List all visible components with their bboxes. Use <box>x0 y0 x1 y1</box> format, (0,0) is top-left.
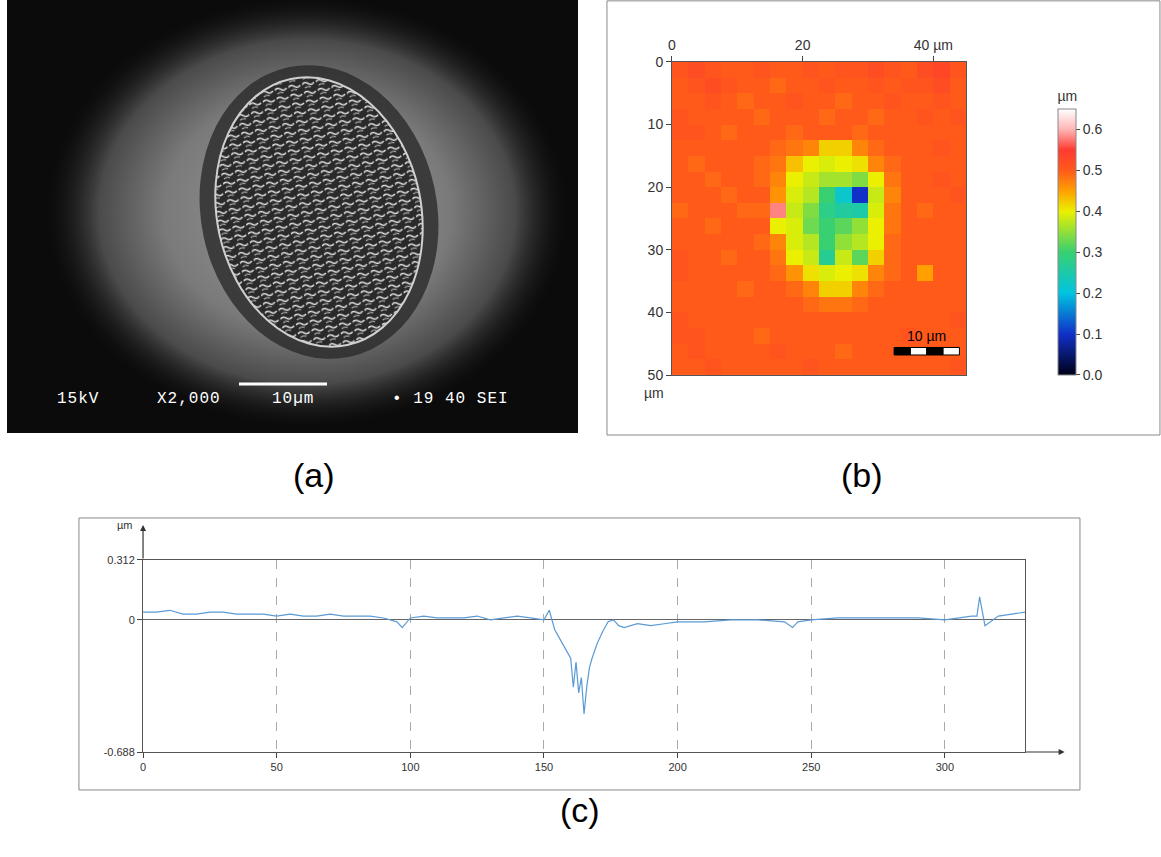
svg-text:0.0: 0.0 <box>1083 367 1103 383</box>
svg-text:µm: µm <box>117 519 133 531</box>
svg-text:50: 50 <box>271 761 283 773</box>
svg-text:40: 40 <box>648 304 664 320</box>
svg-text:µm: µm <box>644 385 664 401</box>
svg-text:0.5: 0.5 <box>1083 162 1103 178</box>
svg-text:X2,000: X2,000 <box>157 390 221 408</box>
svg-text:300: 300 <box>936 761 954 773</box>
svg-text:20: 20 <box>648 179 664 195</box>
svg-text:40 µm: 40 µm <box>914 37 953 53</box>
svg-text:µm: µm <box>1058 88 1078 104</box>
svg-text:0.6: 0.6 <box>1083 121 1103 137</box>
svg-text:150: 150 <box>535 761 553 773</box>
svg-text:0.4: 0.4 <box>1083 203 1103 219</box>
svg-text:50: 50 <box>648 367 664 383</box>
svg-text:30: 30 <box>648 242 664 258</box>
svg-text:0.1: 0.1 <box>1083 326 1103 342</box>
svg-text:(a): (a) <box>293 456 335 494</box>
svg-text:(b): (b) <box>841 456 883 494</box>
svg-text:15kV: 15kV <box>57 390 99 408</box>
svg-text:100: 100 <box>401 761 419 773</box>
svg-text:0.312: 0.312 <box>107 554 135 566</box>
svg-text:0: 0 <box>129 614 135 626</box>
svg-text:0: 0 <box>668 37 676 53</box>
svg-text:• 19 40 SEI: • 19 40 SEI <box>392 390 509 408</box>
svg-text:0.2: 0.2 <box>1083 285 1103 301</box>
svg-text:10: 10 <box>648 116 664 132</box>
svg-text:250: 250 <box>802 761 820 773</box>
svg-text:200: 200 <box>668 761 686 773</box>
svg-text:10µm: 10µm <box>272 390 314 408</box>
svg-text:0: 0 <box>655 54 663 70</box>
svg-text:0: 0 <box>140 761 146 773</box>
svg-text:10 µm: 10 µm <box>907 328 946 344</box>
svg-text:-0.688: -0.688 <box>104 746 135 758</box>
svg-text:0.3: 0.3 <box>1083 244 1103 260</box>
svg-text:(c): (c) <box>560 791 600 829</box>
svg-text:20: 20 <box>795 37 811 53</box>
